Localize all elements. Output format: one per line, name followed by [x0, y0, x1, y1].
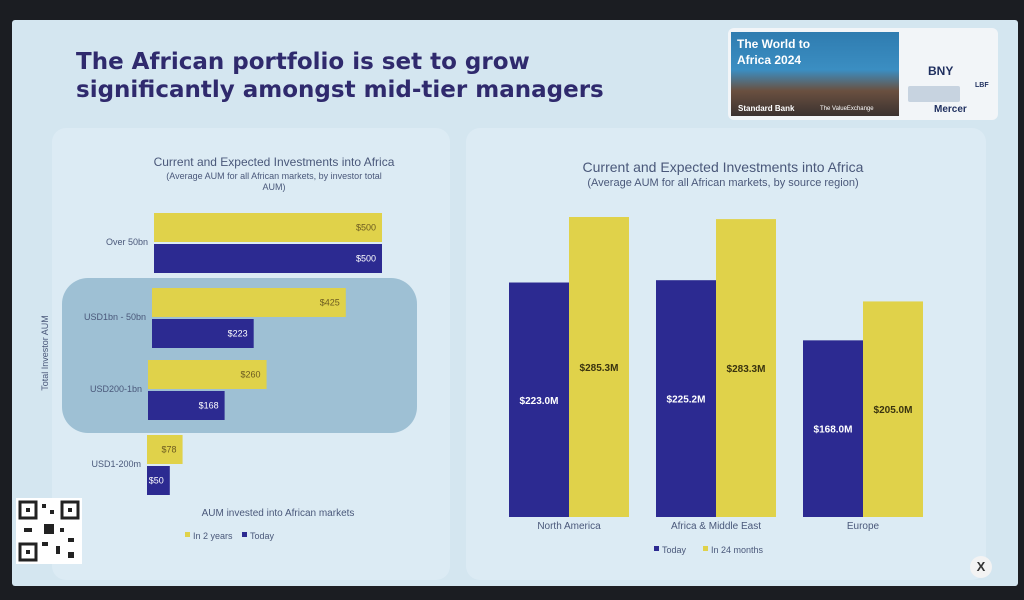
sponsor-logo-placeholder — [908, 86, 960, 102]
left-chart-ylabel: Total Investor AUM — [40, 315, 50, 391]
investor-aum-chart: Current and Expected Investments into Af… — [40, 155, 417, 541]
bar-data-label: $168 — [199, 401, 219, 411]
bar-data-label: $425 — [320, 298, 340, 308]
bar-today — [152, 319, 254, 348]
bar-data-label: $285.3M — [580, 363, 619, 374]
legend-swatch-in-24-months — [703, 546, 708, 551]
slide-title: The African portfolio is set to grow sig… — [76, 49, 604, 103]
legend-swatch-today — [654, 546, 659, 551]
y-tick-label: USD200-1bn — [90, 384, 142, 394]
lbf-logo: LBF — [975, 82, 989, 89]
legend-swatch-in-2-years — [185, 532, 190, 537]
mercer-logo: Mercer — [934, 104, 967, 115]
y-tick-label: USD1-200m — [91, 459, 141, 469]
right-chart-subtitle: (Average AUM for all African markets, by… — [587, 177, 858, 189]
bar-in-2-years — [147, 435, 183, 464]
bar-today — [803, 340, 863, 517]
left-chart-subtitle: (Average AUM for all African markets, by… — [166, 171, 381, 192]
bar-data-label: $50 — [149, 476, 164, 486]
bar-data-label: $223.0M — [520, 396, 559, 407]
legend-label-in-2-years: In 2 years — [193, 531, 233, 541]
city-skyline-image — [731, 32, 899, 116]
bar-today — [147, 466, 170, 495]
bar-data-label: $260 — [241, 370, 261, 380]
right-chart-title: Current and Expected Investments into Af… — [583, 159, 864, 175]
bar-today — [509, 282, 569, 517]
bar-in-24-months — [716, 219, 776, 518]
event-banner: The World to Africa 2024 Standard Bank T… — [728, 28, 998, 120]
bar-in-2-years — [152, 288, 346, 317]
left-chart-xlabel: AUM invested into African markets — [202, 508, 355, 519]
bar-data-label: $500 — [356, 223, 376, 233]
bar-data-label: $500 — [356, 254, 376, 264]
value-exchange-x-icon: X — [970, 556, 992, 578]
bar-data-label: $78 — [162, 445, 177, 455]
value-exchange-logo: The ValueExchange — [820, 106, 874, 112]
left-chart-title: Current and Expected Investments into Af… — [154, 155, 395, 169]
qr-code-image — [18, 500, 80, 562]
bar-data-label: $225.2M — [667, 395, 706, 406]
y-tick-label: Over 50bn — [106, 237, 148, 247]
bar-data-label: $168.0M — [814, 425, 853, 436]
x-tick-label: Europe — [847, 521, 880, 532]
bar-in-24-months — [863, 301, 923, 517]
bar-today — [656, 280, 716, 517]
bar-data-label: $223 — [228, 329, 248, 339]
bar-today — [148, 391, 225, 420]
legend-label-today: Today — [662, 545, 687, 555]
legend-swatch-today — [242, 532, 247, 537]
legend-label-in-24-months: In 24 months — [711, 545, 764, 555]
x-tick-label: North America — [537, 521, 601, 532]
x-tick-label: Africa & Middle East — [671, 521, 761, 532]
bar-in-2-years — [148, 360, 267, 389]
standard-bank-logo: Standard Bank — [738, 104, 795, 113]
bny-logo: BNY — [928, 64, 954, 78]
legend-label-today: Today — [250, 531, 275, 541]
event-title: The World to Africa 2024 — [737, 37, 811, 67]
bar-today — [154, 244, 382, 273]
bar-data-label: $283.3M — [727, 364, 766, 375]
bar-in-24-months — [569, 217, 629, 517]
bar-in-2-years — [154, 213, 382, 242]
source-region-chart: Current and Expected Investments into Af… — [509, 159, 923, 555]
y-tick-label: USD1bn - 50bn — [84, 312, 146, 322]
qr-code[interactable] — [16, 498, 82, 564]
slide: The African portfolio is set to grow sig… — [12, 20, 1018, 586]
bar-data-label: $205.0M — [874, 405, 913, 416]
